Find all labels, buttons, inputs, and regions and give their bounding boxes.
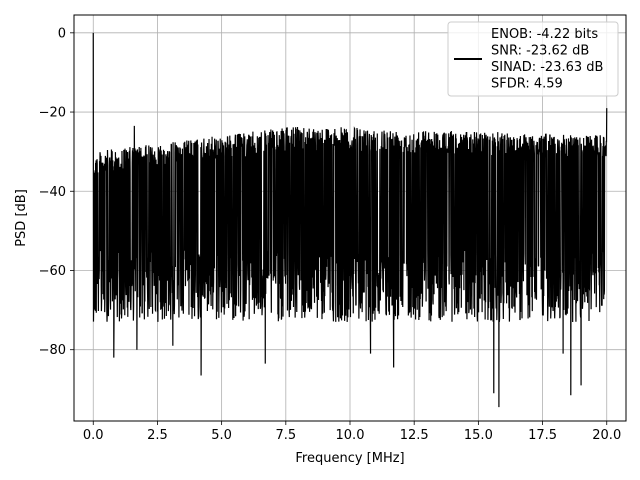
legend-sfdr: SFDR: 4.59 (491, 77, 563, 92)
x-axis: 0.0 2.5 5.0 7.5 10.0 12.5 15.0 17.5 20.0 (83, 421, 621, 443)
psd-line (92, 32, 608, 408)
y-tick-label: −20 (39, 106, 66, 121)
y-tick-label: −80 (39, 343, 66, 358)
legend-snr: SNR: -23.62 dB (491, 44, 589, 59)
y-tick-label: 0 (58, 26, 66, 41)
legend: ENOB: -4.22 bits SNR: -23.62 dB SINAD: -… (447, 21, 619, 97)
x-tick-label: 17.5 (528, 428, 557, 443)
y-tick-label: −60 (39, 264, 66, 279)
legend-box (447, 21, 619, 97)
y-tick-label: −40 (39, 185, 66, 200)
legend-sinad: SINAD: -23.63 dB (491, 60, 603, 75)
x-tick-label: 20.0 (592, 428, 621, 443)
x-tick-label: 12.5 (400, 428, 429, 443)
x-tick-label: 10.0 (336, 428, 365, 443)
x-tick-label: 0.0 (83, 428, 104, 443)
x-tick-label: 5.0 (211, 428, 232, 443)
x-tick-label: 2.5 (147, 428, 168, 443)
x-tick-label: 7.5 (275, 428, 296, 443)
x-tick-label: 15.0 (464, 428, 493, 443)
legend-enob: ENOB: -4.22 bits (491, 27, 598, 42)
psd-series (92, 32, 608, 408)
y-axis-title: PSD [dB] (14, 189, 29, 247)
y-axis: 0 −20 −40 −60 −80 (39, 26, 74, 358)
x-axis-title: Frequency [MHz] (295, 451, 404, 466)
